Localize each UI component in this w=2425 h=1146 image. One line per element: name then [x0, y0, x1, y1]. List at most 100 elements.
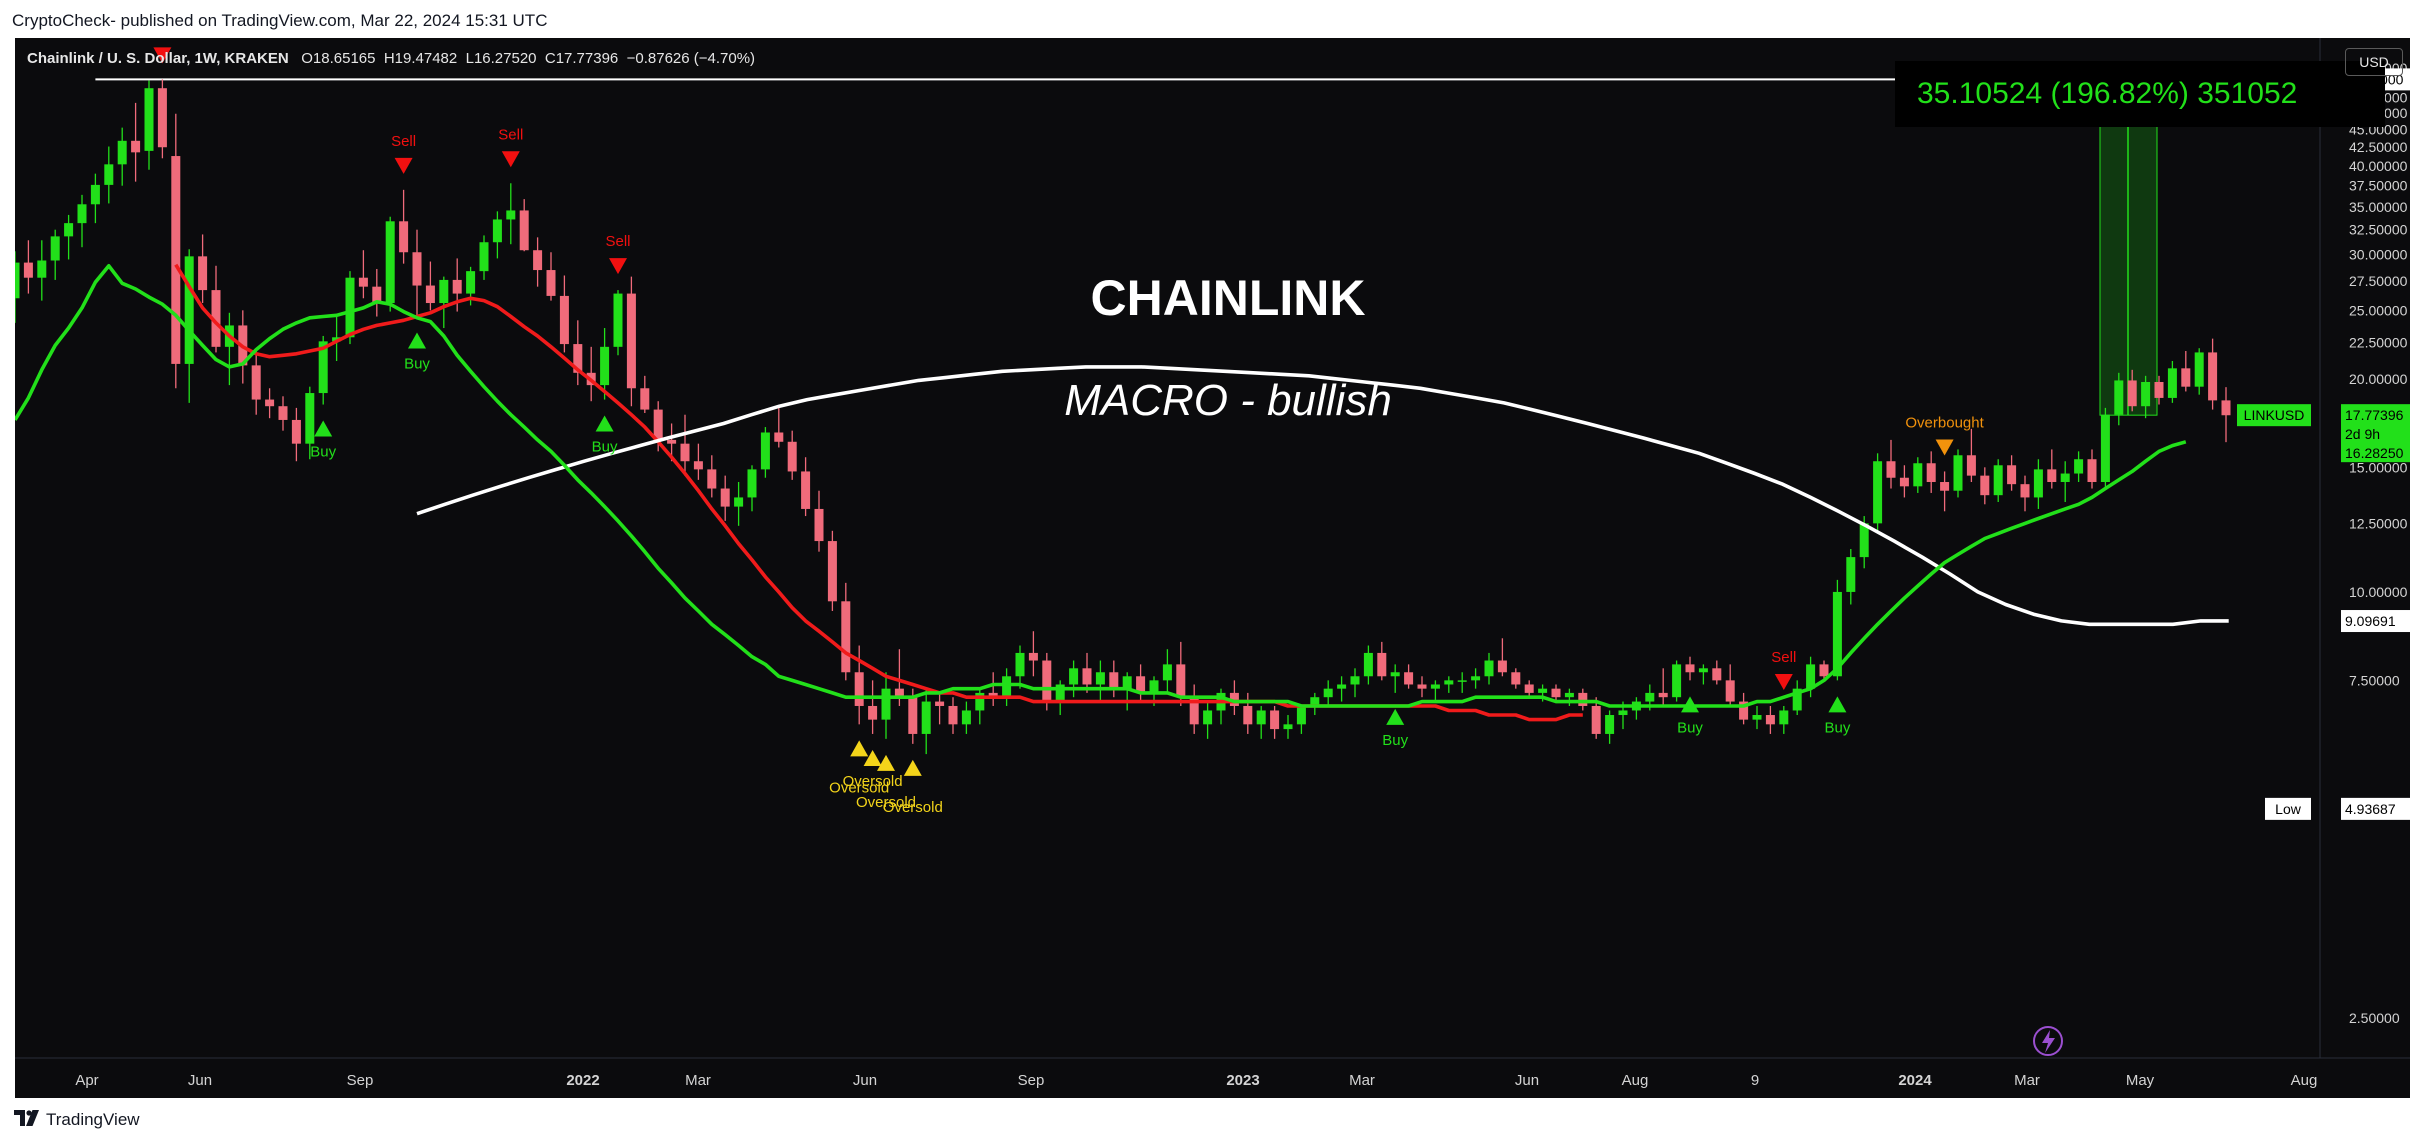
candle-body: [814, 508, 824, 542]
candle-body: [774, 432, 784, 442]
signal-buy-label: Buy: [592, 439, 618, 456]
candle-body: [1511, 672, 1521, 685]
candle-body: [345, 277, 355, 338]
candle-body: [707, 469, 717, 489]
candle-body: [1149, 680, 1159, 693]
x-tick-label: Mar: [2014, 1072, 2040, 1089]
y-tick-label: 2.50000: [2349, 1010, 2400, 1026]
candle-body: [104, 164, 114, 185]
candle-body: [412, 252, 422, 286]
candle-body: [1296, 705, 1306, 725]
candle-body: [1765, 715, 1775, 725]
currency-button[interactable]: USD: [2345, 48, 2403, 76]
signal-buy-label: Buy: [1382, 732, 1408, 749]
y-tick-label: 22.50000: [2349, 335, 2408, 351]
candle-body: [2060, 473, 2070, 483]
x-tick-label: Jun: [188, 1072, 212, 1089]
candle-body: [1658, 692, 1668, 698]
candle-body: [2033, 469, 2043, 498]
candle-body: [131, 140, 141, 153]
signal-oversold-marker: [863, 749, 882, 766]
candle-body: [1926, 463, 1936, 483]
signal-buy-marker: [1828, 696, 1847, 713]
candle-body: [1363, 652, 1373, 677]
candle-body: [1404, 672, 1414, 685]
x-tick-label: Aug: [1622, 1072, 1649, 1089]
y-tick-label: 37.50000: [2349, 178, 2408, 194]
candle-body: [600, 346, 610, 386]
x-tick-label: 2022: [566, 1072, 599, 1089]
candle-body: [975, 692, 985, 711]
candle-body: [519, 210, 529, 251]
price-chart[interactable]: CHAINLINK MACRO - bullish Sell Sell Sell Sell…: [15, 38, 2410, 1098]
y-tick-label: 35.00000: [2349, 199, 2408, 215]
y-tick-label: 30.00000: [2349, 246, 2408, 262]
candle-body: [1725, 680, 1735, 702]
candle-body: [466, 271, 476, 294]
x-tick-label: 2024: [1898, 1072, 1932, 1089]
candle-body: [626, 293, 636, 389]
candle-body: [1886, 461, 1896, 478]
x-tick-label: Mar: [685, 1072, 711, 1089]
candle-body: [1819, 664, 1829, 677]
candle-body: [613, 293, 623, 347]
candle-body: [1524, 684, 1534, 693]
chart-panel[interactable]: CHAINLINK MACRO - bullish Sell Sell Sell Sell…: [15, 38, 2410, 1098]
signal-sell-label: Sell: [391, 133, 416, 150]
candle-body: [1779, 710, 1789, 725]
signal-buy-marker: [595, 415, 614, 432]
candle-body: [1430, 684, 1440, 689]
candle-body: [358, 277, 368, 287]
ma-white-line: [416, 365, 2229, 627]
candle-body: [278, 406, 288, 420]
candle-body: [1993, 465, 2003, 496]
candle-body: [2020, 484, 2030, 498]
chart-subtitle: MACRO - bullish: [1064, 376, 1392, 425]
y-tick-label: 7.50000: [2349, 672, 2400, 688]
candle-body: [1189, 697, 1199, 725]
candle-body: [1243, 705, 1253, 725]
symbol-legend: Chainlink / U. S. Dollar, 1W, KRAKEN O18…: [27, 50, 755, 67]
candle-body: [1203, 710, 1213, 725]
candle-body: [1028, 652, 1038, 661]
x-tick-label: 2023: [1226, 1072, 1259, 1089]
candle-body: [720, 488, 730, 507]
candle-body: [2127, 380, 2137, 407]
ma-green-line: [15, 264, 2187, 708]
candle-body: [961, 710, 971, 725]
candle-body: [2167, 368, 2177, 398]
high-label: H: [383, 50, 395, 67]
candle-body: [1846, 557, 1856, 592]
signal-oversold-label: Oversold: [829, 779, 889, 796]
candle-body: [1069, 668, 1079, 685]
tradingview-logo-icon: [14, 1110, 39, 1126]
candle-body: [1538, 688, 1548, 693]
candle-body: [1176, 664, 1186, 698]
y-tick-label: 12.50000: [2349, 515, 2408, 531]
candle-body: [573, 344, 583, 373]
candle-body: [1122, 676, 1132, 689]
candle-body: [827, 541, 837, 602]
signal-buy-label: Buy: [310, 444, 336, 461]
price-tag-low-label: Low: [2275, 801, 2302, 817]
candle-body: [680, 443, 690, 462]
candle-body: [385, 221, 395, 304]
low-label: L: [465, 50, 474, 67]
publisher-line: CryptoCheck- published on TradingView.co…: [12, 11, 548, 30]
candle-body: [760, 432, 770, 470]
candle-body: [1685, 664, 1695, 673]
alerts-icon: [2033, 1026, 2063, 1056]
candle-body: [1873, 461, 1883, 524]
candle-body: [198, 256, 208, 291]
candle-body: [921, 701, 931, 734]
candle-body: [653, 409, 663, 440]
candle-body: [908, 697, 918, 734]
candle-body: [2194, 352, 2204, 387]
candle-body: [1417, 684, 1427, 689]
signal-sell-marker: [153, 47, 172, 64]
y-tick-label: 20.00000: [2349, 371, 2408, 387]
symbol-name: Chainlink / U. S. Dollar, 1W, KRAKEN: [27, 50, 289, 67]
signal-sell-marker: [394, 157, 413, 174]
x-tick-label: Jun: [1515, 1072, 1539, 1089]
candle-body: [1564, 692, 1574, 698]
